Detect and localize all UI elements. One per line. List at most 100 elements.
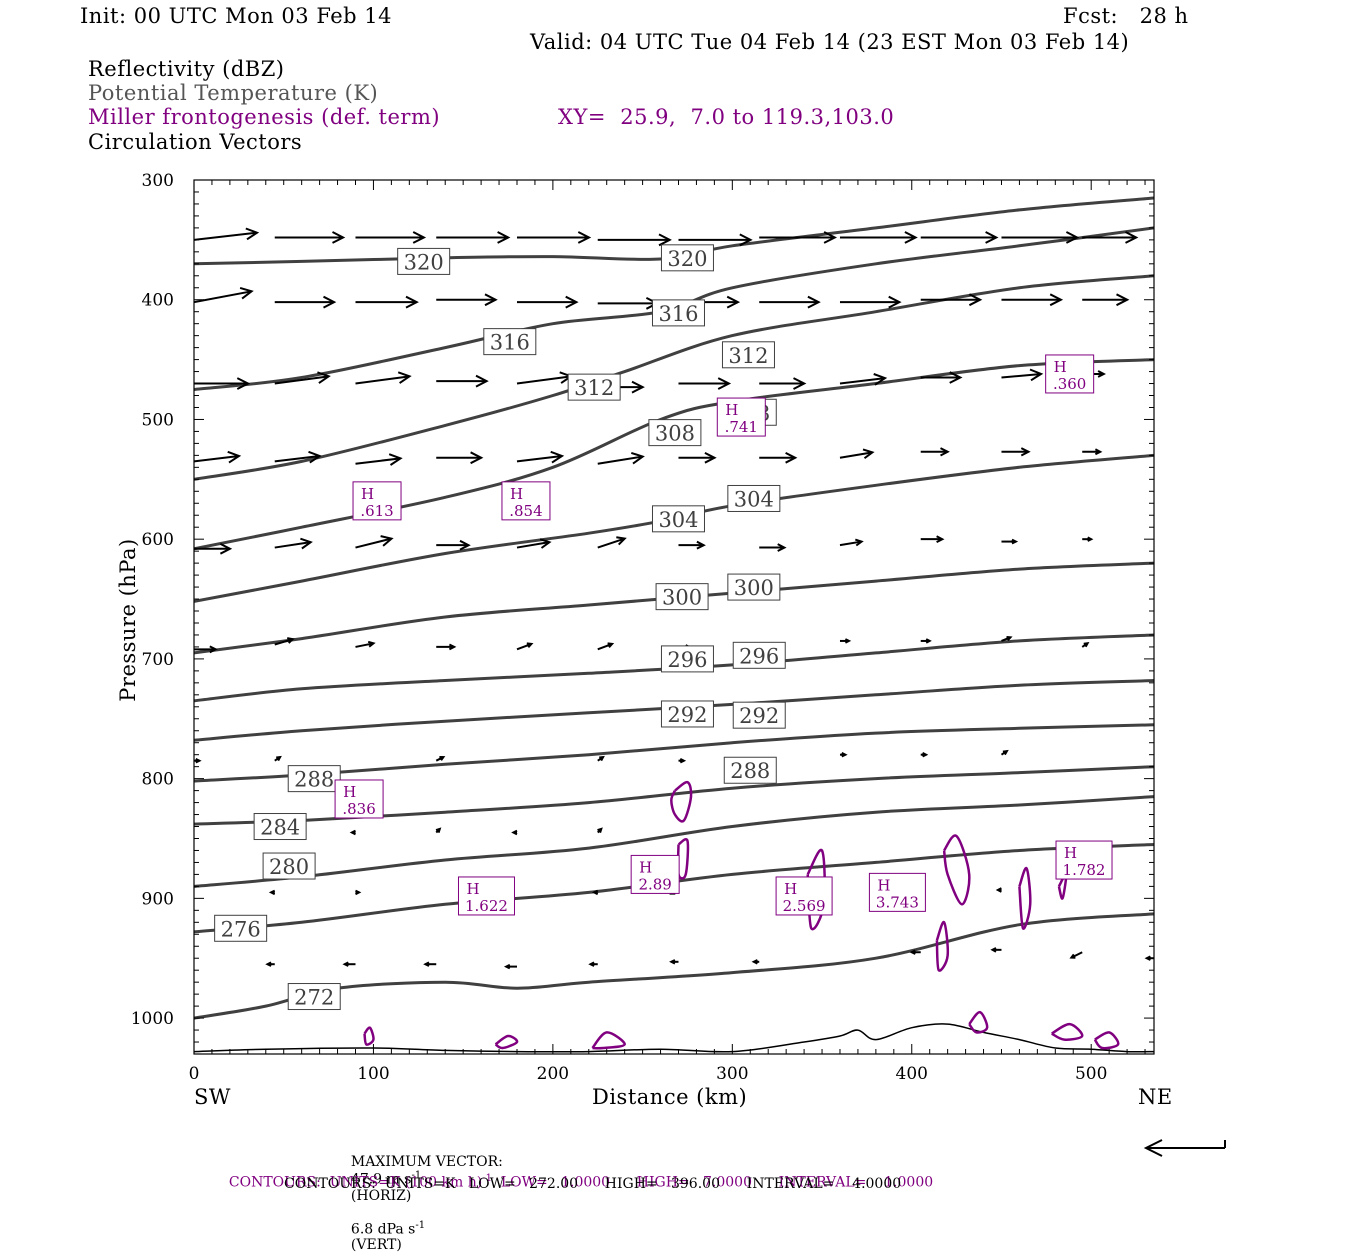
circulation-vector (678, 540, 706, 550)
frontogenesis-contour-info: CONTOURS: UNITS=K (100 km h)-1 LOW= 1.00… (220, 1157, 933, 1191)
circulation-vector (423, 961, 437, 967)
theta-label-text: 296 (739, 644, 779, 668)
circulation-vector (669, 959, 679, 965)
circulation-vector (274, 637, 295, 646)
circulation-vector (194, 227, 260, 241)
frontogenesis-contour (1051, 1022, 1084, 1041)
frontogenesis-max-value: .854 (509, 502, 542, 520)
circulation-vector (751, 959, 760, 965)
circulation-vector (678, 377, 732, 390)
circulation-vector (920, 231, 999, 244)
valid-time: Valid: 04 UTC Tue 04 Feb 14 (23 EST Mon … (530, 30, 1130, 54)
circulation-vector (759, 231, 838, 244)
theta-label: 288 (287, 765, 341, 793)
circulation-vector (597, 642, 615, 651)
field-frontogenesis: Miller frontogenesis (def. term) (88, 105, 441, 129)
theta-label: 292 (732, 701, 786, 729)
theta-label-text: 288 (730, 759, 770, 783)
circulation-vector (597, 451, 645, 465)
max-vector-vert-tag: (VERT) (350, 1237, 402, 1253)
circulation-vector (1082, 231, 1139, 244)
circulation-vector (268, 889, 276, 896)
theta-label: 304 (727, 484, 781, 512)
frontogenesis-max-value: 2.89 (638, 875, 671, 893)
circulation-vector (1001, 293, 1064, 307)
theta-contour-284 (194, 765, 1154, 826)
theta-label: 312 (567, 373, 621, 401)
circulation-vector (265, 961, 275, 967)
frontogenesis-max-label: H2.569 (775, 876, 833, 916)
circulation-vector (597, 755, 605, 762)
theta-label-text: 316 (490, 331, 530, 355)
circulation-vector (355, 231, 427, 244)
theta-label-text: 300 (734, 576, 774, 600)
frontogenesis-max-value: 1.782 (1063, 861, 1106, 879)
circulation-vector (1001, 538, 1019, 545)
theta-label: 300 (655, 583, 709, 611)
max-vector-horiz-exp: -1 (411, 1170, 422, 1181)
circulation-vector (678, 758, 687, 764)
circulation-vector (1001, 368, 1044, 382)
circulation-vector (194, 377, 251, 390)
circulation-vector (516, 538, 552, 549)
circulation-vector (511, 829, 518, 836)
theta-label: 296 (660, 645, 714, 673)
circulation-vector (597, 233, 672, 247)
theta-label-text: 292 (667, 703, 707, 727)
y-tick-label: 600 (142, 530, 174, 550)
circulation-vector (920, 638, 932, 644)
frontogenesis-max-label: H2.89 (630, 854, 680, 894)
circulation-vector (839, 295, 902, 309)
x-tick-label: 300 (716, 1064, 748, 1084)
circulation-vector (990, 947, 1002, 953)
theta-label: 276 (214, 914, 268, 942)
circulation-vector (436, 451, 484, 465)
frontogenesis-contour (935, 920, 950, 972)
y-tick-label: 800 (142, 770, 174, 790)
theta-label-text: 320 (667, 247, 707, 271)
frontogenesis-max-value: 2.569 (783, 897, 826, 915)
circulation-vector (274, 537, 313, 550)
circulation-vector (194, 286, 254, 304)
circulation-vector (920, 447, 950, 457)
theta-label: 288 (723, 756, 777, 784)
theta-label-text: 304 (658, 508, 698, 532)
x-tick-label: 500 (1075, 1064, 1107, 1084)
circulation-vector (1082, 293, 1130, 307)
theta-label-text: 276 (221, 917, 261, 941)
contours1-exp: -1 (482, 1173, 492, 1184)
circulation-vector (436, 539, 471, 551)
theta-label-text: 272 (294, 986, 334, 1010)
circulation-vector (597, 536, 627, 549)
circulation-vector (588, 961, 598, 967)
forecast-hour: Fcst: 28 h (1063, 4, 1189, 28)
circulation-vector (839, 638, 852, 644)
frontogenesis-contour (968, 1010, 989, 1034)
theta-contour-312 (194, 274, 1154, 481)
y-tick-label: 300 (142, 171, 174, 191)
theta-label: 320 (397, 247, 451, 275)
frontogenesis-max-label: H.741 (716, 397, 766, 437)
circulation-vector (909, 949, 921, 955)
circulation-vector (920, 371, 963, 384)
circulation-vector (516, 231, 592, 244)
circulation-vector (355, 453, 403, 466)
circulation-vector (759, 543, 787, 552)
theta-label-text: 308 (655, 422, 695, 446)
circulation-vector (436, 293, 498, 307)
theta-label: 312 (721, 341, 775, 369)
theta-label-text: 316 (658, 302, 698, 326)
circulation-vector (516, 371, 574, 385)
y-tick-label: 700 (142, 650, 174, 670)
circulation-vector (274, 371, 331, 385)
theta-label-text: 296 (667, 648, 707, 672)
frontogenesis-max-marker: H (510, 485, 523, 503)
circulation-vector (436, 374, 489, 388)
circulation-vector (349, 829, 356, 836)
circulation-vector (920, 535, 945, 543)
frontogenesis-max-label: H1.782 (1055, 840, 1113, 880)
circulation-vector (1000, 749, 1009, 756)
circulation-vector (274, 755, 282, 762)
circulation-vector (1069, 951, 1083, 959)
theta-contour-320 (194, 196, 1154, 266)
